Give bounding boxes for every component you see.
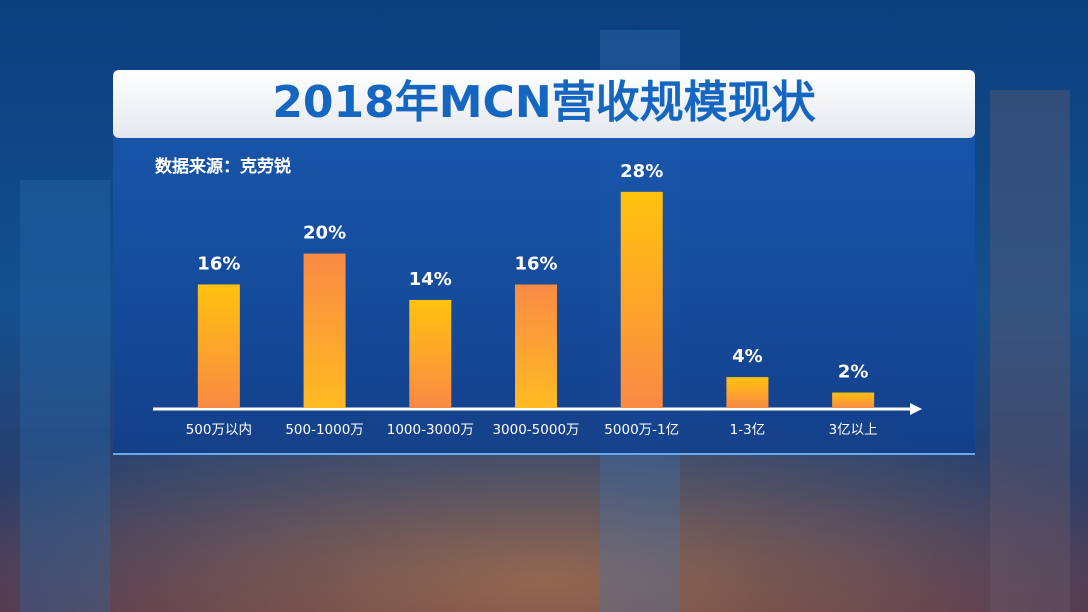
- bar: [303, 253, 346, 408]
- value-label: 16%: [514, 253, 557, 274]
- bar: [832, 392, 875, 408]
- x-tick-label: 5000万-1亿: [604, 422, 679, 438]
- building: [990, 90, 1070, 612]
- value-label: 14%: [409, 269, 452, 290]
- bar: [197, 284, 240, 408]
- bar: [515, 284, 557, 408]
- chart-title: 2018年MCN营收规模现状: [272, 77, 816, 128]
- x-tick-label: 500-1000万: [285, 422, 364, 438]
- source-note: 数据来源：克劳锐: [155, 156, 291, 177]
- building: [20, 180, 110, 612]
- value-label: 28%: [620, 161, 663, 182]
- bar: [726, 377, 769, 408]
- value-label: 16%: [197, 253, 240, 274]
- x-tick-label: 1000-3000万: [387, 422, 474, 438]
- bar: [409, 299, 452, 408]
- axis-arrow: [910, 403, 922, 415]
- x-tick-label: 500万以内: [186, 422, 252, 438]
- x-tick-label: 1-3亿: [730, 422, 766, 438]
- x-tick-label: 3000-5000万: [492, 422, 579, 438]
- panel-edge: [113, 453, 975, 455]
- title-bar: [113, 70, 975, 138]
- value-label: 20%: [303, 223, 346, 244]
- value-label: 2%: [838, 362, 869, 383]
- bar: [620, 191, 663, 408]
- x-tick-label: 3亿以上: [829, 422, 878, 438]
- value-label: 4%: [732, 346, 763, 367]
